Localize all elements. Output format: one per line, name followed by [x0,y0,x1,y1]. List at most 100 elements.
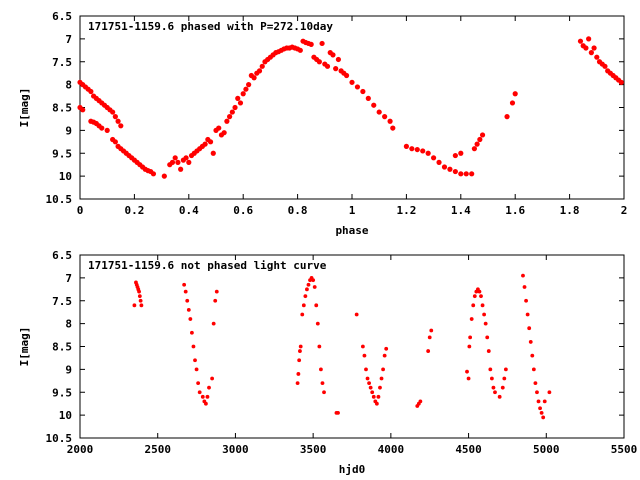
data-point [175,159,181,165]
data-point [305,287,309,292]
data-point [237,100,244,106]
data-point [256,68,263,74]
data-point [479,132,486,138]
data-point [298,349,302,353]
data-point [471,303,476,308]
data-point [298,344,303,349]
data-point [213,298,218,303]
data-point [436,159,442,165]
x-tick-label: 2000 [67,443,94,456]
y-tick-label: 8.5 [52,341,72,354]
data-point [368,385,373,390]
data-point [112,139,118,145]
data-point [324,63,331,69]
x-tick-label: 1.4 [451,204,471,217]
data-point [343,72,350,79]
data-point [482,312,487,317]
data-point [588,50,594,56]
data-point [586,36,592,42]
data-point [497,394,502,399]
x-tick-label: 5000 [533,443,560,456]
data-point [469,171,475,177]
data-point [480,303,485,308]
y-axis-label: I[mag] [18,327,31,367]
data-point [364,367,368,372]
data-point [316,59,322,65]
data-point [493,390,497,395]
data-point [458,150,464,156]
data-point [235,95,241,101]
data-point [169,159,176,165]
data-point [186,308,191,312]
data-point [132,303,137,308]
data-point [333,66,339,72]
y-tick-label: 7 [65,33,72,46]
data-point [110,109,116,115]
data-point [224,118,230,124]
data-point [137,294,142,299]
data-point [452,152,458,159]
y-tick-label: 6.5 [52,10,72,23]
data-point [531,367,536,372]
data-point [191,344,196,349]
data-point [370,390,375,395]
data-point [330,52,336,58]
data-point [577,38,584,44]
data-point [486,349,491,353]
data-point [512,91,518,97]
data-point [538,406,542,411]
data-point [378,385,382,390]
data-point [483,321,488,326]
data-point [336,410,340,415]
x-tick-label: 1.8 [560,204,580,217]
data-point [138,298,143,303]
data-point [477,289,482,294]
data-point [88,88,94,95]
data-point [618,79,624,85]
data-point [431,155,437,161]
x-tick-label: 0.8 [288,204,308,217]
chart-title: 171751-1159.6 not phased light curve [88,259,327,272]
data-point [354,312,359,317]
y-tick-label: 10.5 [46,193,73,206]
data-point [183,289,188,294]
data-point [104,127,110,133]
data-point [528,340,533,344]
x-tick-label: 1 [349,204,356,217]
data-point [477,136,483,143]
data-point [232,104,238,111]
data-point [360,344,365,349]
data-point [200,394,205,399]
data-point [426,349,431,353]
data-point [414,146,420,153]
data-point [139,303,144,308]
data-point [376,109,382,115]
data-point [591,45,597,51]
data-point [193,358,197,363]
data-point [207,139,214,145]
x-tick-label: 0.4 [179,204,199,217]
data-point [527,326,532,331]
x-tick-label: 0 [77,204,84,217]
data-point [300,312,305,317]
data-point [205,394,210,399]
x-axis-label: hjd0 [339,463,366,476]
x-tick-label: 0.2 [124,204,144,217]
x-tick-label: 3500 [300,443,327,456]
data-point [312,285,317,289]
y-tick-label: 10 [59,409,72,422]
x-tick-label: 3000 [222,443,249,456]
data-point [183,155,189,161]
data-point [161,173,167,179]
y-axis-label: I[mag] [18,88,31,128]
data-point [390,125,396,131]
data-point [509,100,516,106]
x-tick-label: 5500 [611,443,638,456]
data-point [202,141,208,147]
data-point [485,335,490,340]
y-tick-label: 7 [65,272,72,285]
data-point [469,317,474,321]
data-point [99,125,105,131]
data-point [491,385,496,390]
data-point [211,321,216,326]
